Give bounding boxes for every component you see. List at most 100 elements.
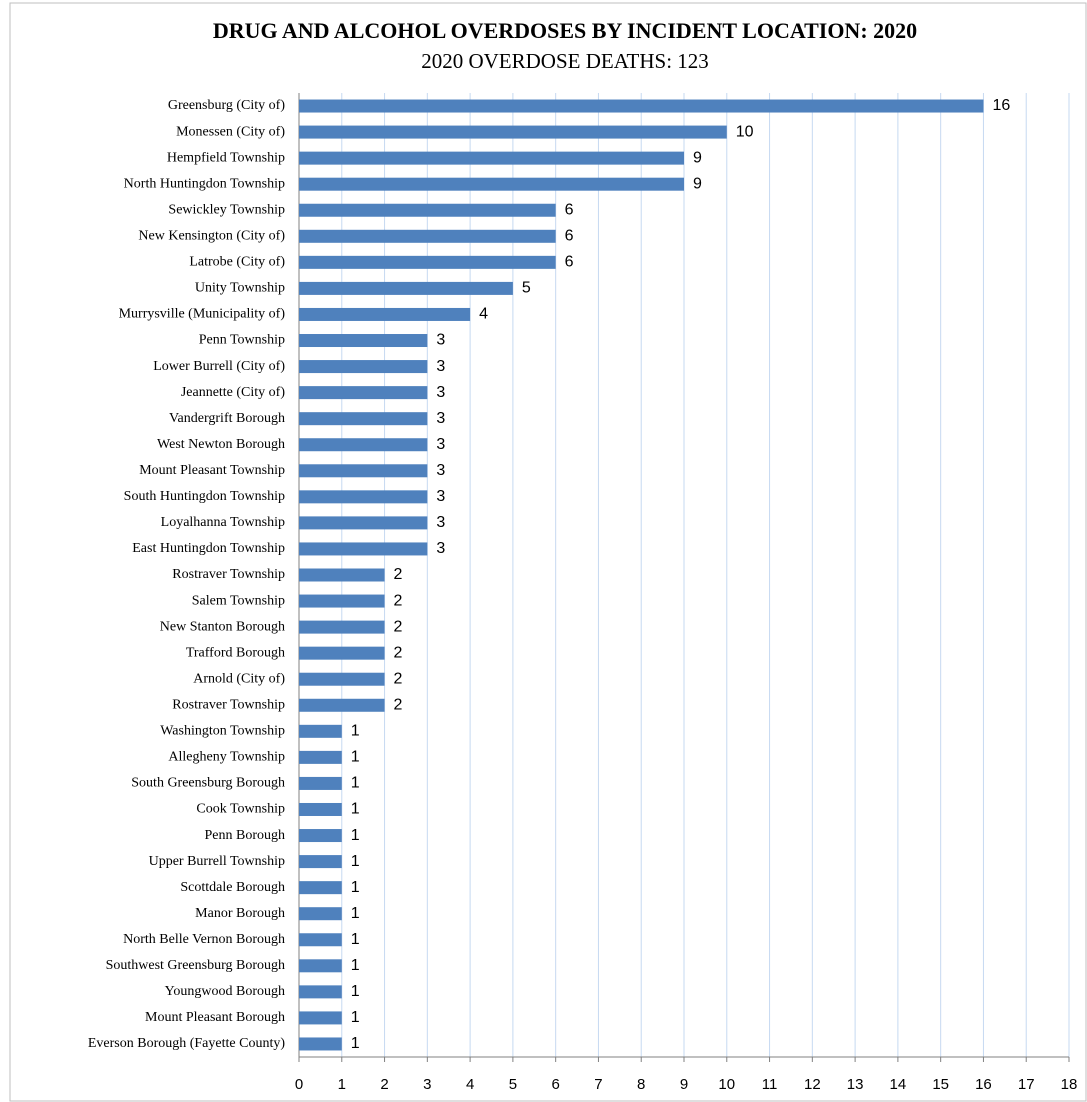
bar xyxy=(299,412,428,426)
x-tick-label: 0 xyxy=(295,1076,303,1093)
value-label: 3 xyxy=(436,332,445,349)
y-tick-label: Unity Township xyxy=(195,281,285,296)
bar xyxy=(299,672,385,686)
y-tick-label: Manor Borough xyxy=(195,906,285,921)
value-label: 3 xyxy=(436,358,445,375)
x-tick-label: 12 xyxy=(804,1076,821,1093)
bar xyxy=(299,646,385,660)
y-tick-label: Rostraver Township xyxy=(172,567,285,582)
value-label: 1 xyxy=(351,905,360,922)
x-tick-label: 3 xyxy=(423,1076,431,1093)
x-tick-label: 1 xyxy=(338,1076,346,1093)
bar xyxy=(299,386,428,400)
value-label: 1 xyxy=(351,801,360,818)
x-tick-label: 16 xyxy=(975,1076,992,1093)
y-tick-label: Jeannette (City of) xyxy=(181,385,286,400)
bar xyxy=(299,255,556,269)
value-label: 3 xyxy=(436,540,445,557)
value-label: 3 xyxy=(436,436,445,453)
bar xyxy=(299,620,385,634)
y-tick-label: Upper Burrell Township xyxy=(149,854,285,869)
value-label: 3 xyxy=(436,384,445,401)
bar xyxy=(299,516,428,530)
x-tick-label: 6 xyxy=(551,1076,559,1093)
x-tick-label: 13 xyxy=(847,1076,864,1093)
x-tick-label: 8 xyxy=(637,1076,645,1093)
y-tick-label: Monessen (City of) xyxy=(176,124,285,139)
value-label: 2 xyxy=(394,592,403,609)
x-tick-label: 9 xyxy=(680,1076,688,1093)
value-label: 1 xyxy=(351,1035,360,1052)
value-label: 3 xyxy=(436,514,445,531)
chart-title: DRUG AND ALCOHOL OVERDOSES BY INCIDENT L… xyxy=(213,18,917,43)
bar xyxy=(299,360,428,374)
bar xyxy=(299,907,342,921)
y-tick-label: Loyalhanna Township xyxy=(161,515,285,530)
value-label: 10 xyxy=(736,123,754,140)
value-label: 6 xyxy=(565,228,574,245)
value-label: 1 xyxy=(351,879,360,896)
bar xyxy=(299,490,428,504)
bar xyxy=(299,542,428,556)
x-tick-label: 15 xyxy=(932,1076,949,1093)
x-tick-label: 7 xyxy=(594,1076,602,1093)
bar xyxy=(299,177,684,191)
value-label: 1 xyxy=(351,957,360,974)
value-label: 2 xyxy=(394,696,403,713)
bar xyxy=(299,985,342,999)
y-tick-label: Hempfield Township xyxy=(167,150,285,165)
value-label: 4 xyxy=(479,306,488,323)
y-tick-label: New Kensington (City of) xyxy=(138,229,285,244)
value-label: 6 xyxy=(565,254,574,271)
y-tick-label: Trafford Borough xyxy=(186,645,285,660)
chart-subtitle: 2020 OVERDOSE DEATHS: 123 xyxy=(421,49,709,73)
bar xyxy=(299,959,342,973)
y-tick-label: Salem Township xyxy=(192,593,285,608)
value-label: 1 xyxy=(351,827,360,844)
y-tick-label: Southwest Greensburg Borough xyxy=(106,958,285,973)
x-tick-label: 14 xyxy=(890,1076,907,1093)
value-label: 9 xyxy=(693,175,702,192)
y-tick-label: West Newton Borough xyxy=(157,437,285,452)
y-tick-label: South Huntingdon Township xyxy=(124,489,285,504)
bar xyxy=(299,829,342,843)
value-label: 1 xyxy=(351,931,360,948)
value-label: 3 xyxy=(436,410,445,427)
value-label: 2 xyxy=(394,566,403,583)
value-label: 1 xyxy=(351,983,360,1000)
bar xyxy=(299,698,385,712)
value-label: 2 xyxy=(394,618,403,635)
value-label: 5 xyxy=(522,280,531,297)
y-tick-label: Greensburg (City of) xyxy=(168,98,285,113)
y-tick-label: Murrysville (Municipality of) xyxy=(119,307,286,322)
y-tick-label: North Huntingdon Township xyxy=(124,176,285,191)
value-label: 1 xyxy=(351,723,360,740)
value-label: 9 xyxy=(693,149,702,166)
bar xyxy=(299,1011,342,1025)
y-tick-label: Lower Burrell (City of) xyxy=(153,359,285,374)
y-tick-label: South Greensburg Borough xyxy=(131,776,285,791)
value-label: 16 xyxy=(992,97,1010,114)
y-tick-label: Latrobe (City of) xyxy=(189,255,285,270)
x-tick-label: 17 xyxy=(1018,1076,1035,1093)
value-label: 1 xyxy=(351,853,360,870)
value-label: 2 xyxy=(394,644,403,661)
y-tick-label: Rostraver Township xyxy=(172,697,285,712)
y-tick-label: Penn Borough xyxy=(205,828,286,843)
y-tick-label: Sewickley Township xyxy=(168,202,285,217)
bar xyxy=(299,151,684,165)
y-tick-label: North Belle Vernon Borough xyxy=(123,932,285,947)
y-tick-label: Cook Township xyxy=(196,802,285,817)
bar xyxy=(299,307,471,321)
x-tick-label: 5 xyxy=(509,1076,517,1093)
y-tick-label: Mount Pleasant Borough xyxy=(145,1010,285,1025)
bar xyxy=(299,855,342,869)
y-tick-label: Vandergrift Borough xyxy=(169,411,285,426)
value-label: 1 xyxy=(351,749,360,766)
value-label: 1 xyxy=(351,775,360,792)
bar xyxy=(299,776,342,790)
value-label: 1 xyxy=(351,1009,360,1026)
frame xyxy=(9,2,1087,1102)
y-tick-label: Washington Township xyxy=(160,724,285,739)
